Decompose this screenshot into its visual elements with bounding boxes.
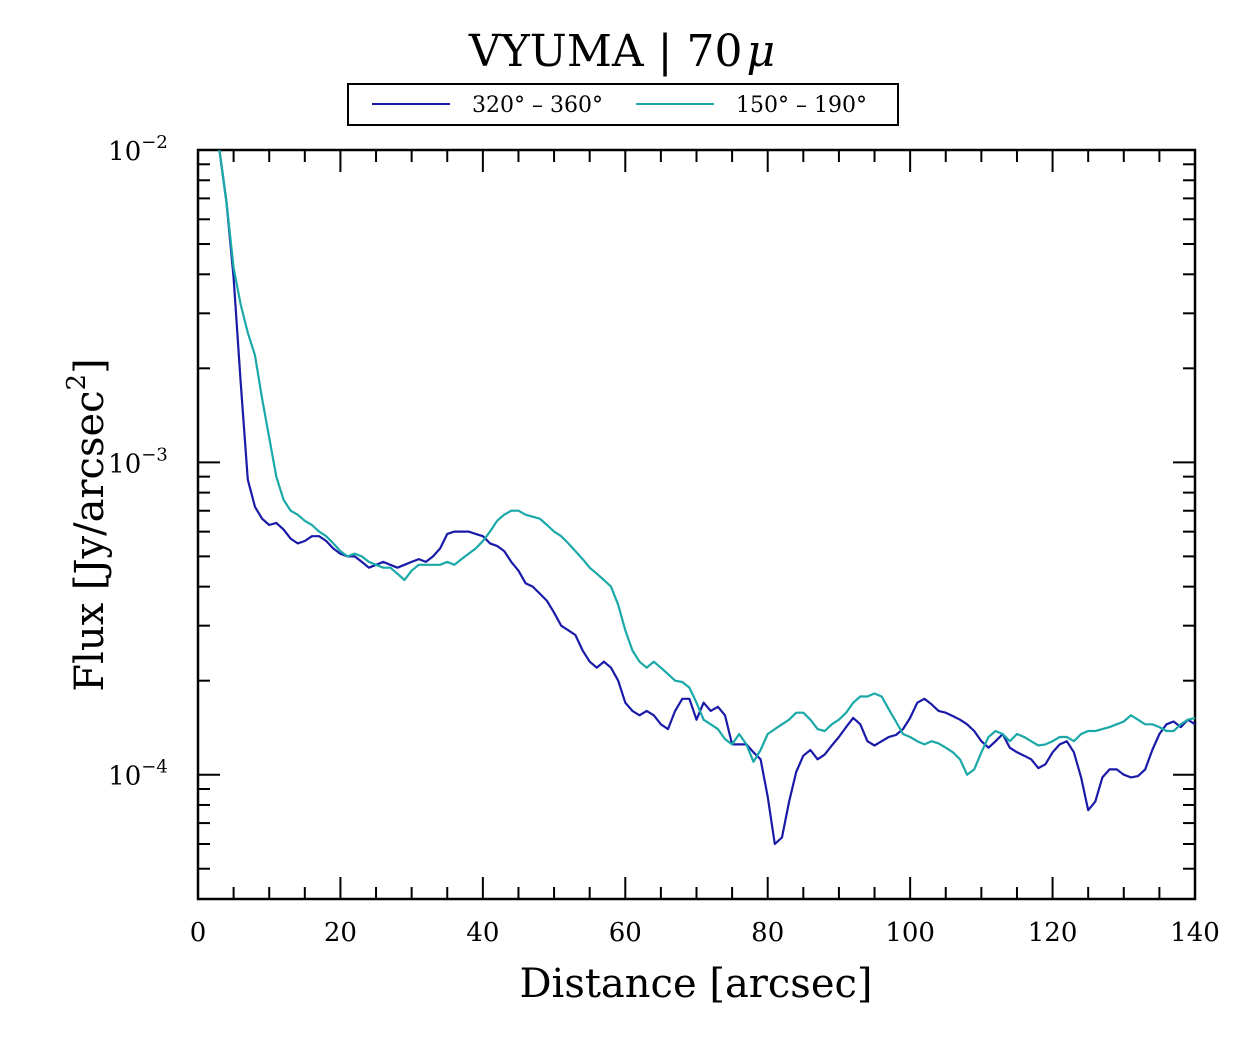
legend-label-150-190: 150° – 190° (736, 93, 867, 118)
data-series (218, 149, 1196, 846)
y-axis-label-sup: 2 (62, 374, 92, 391)
x-tick-label: 40 (466, 918, 499, 948)
chart-title-suffix: μ (746, 26, 775, 77)
x-tick-label: 0 (190, 918, 207, 948)
y-tick-label: 10−2 (108, 132, 168, 167)
x-axis-label: Distance [arcsec] (519, 961, 872, 1007)
x-tick-label: 80 (751, 918, 784, 948)
series-line-0 (218, 149, 1196, 846)
axis-ticks (197, 149, 1196, 900)
x-tick-label: 120 (1028, 918, 1078, 948)
y-axis-label-end: ] (67, 358, 113, 374)
plot-frame (196, 148, 1197, 901)
x-tick-label: 140 (1170, 918, 1220, 948)
y-axis-label: Flux [Jy/arcsec2] (62, 358, 113, 691)
chart-title: VYUMA | 70μ (468, 26, 775, 77)
y-tick-labels: 10−2 10−3 10−4 (108, 132, 168, 792)
y-tick-label: 10−4 (108, 757, 168, 792)
y-axis-label-main: Flux [Jy/arcsec (67, 390, 113, 691)
x-tick-label: 100 (885, 918, 935, 948)
y-tick-label: 10−3 (108, 444, 168, 479)
legend-label-320-360: 320° – 360° (472, 93, 603, 118)
legend: 320° – 360° 150° – 190° (347, 83, 899, 126)
series-line-1 (218, 149, 1196, 776)
x-tick-label: 60 (609, 918, 642, 948)
x-tick-label: 20 (324, 918, 357, 948)
x-tick-labels: 0 20 40 60 80 100 120 140 (190, 918, 1220, 948)
chart-title-main: VYUMA | 70 (468, 26, 743, 77)
